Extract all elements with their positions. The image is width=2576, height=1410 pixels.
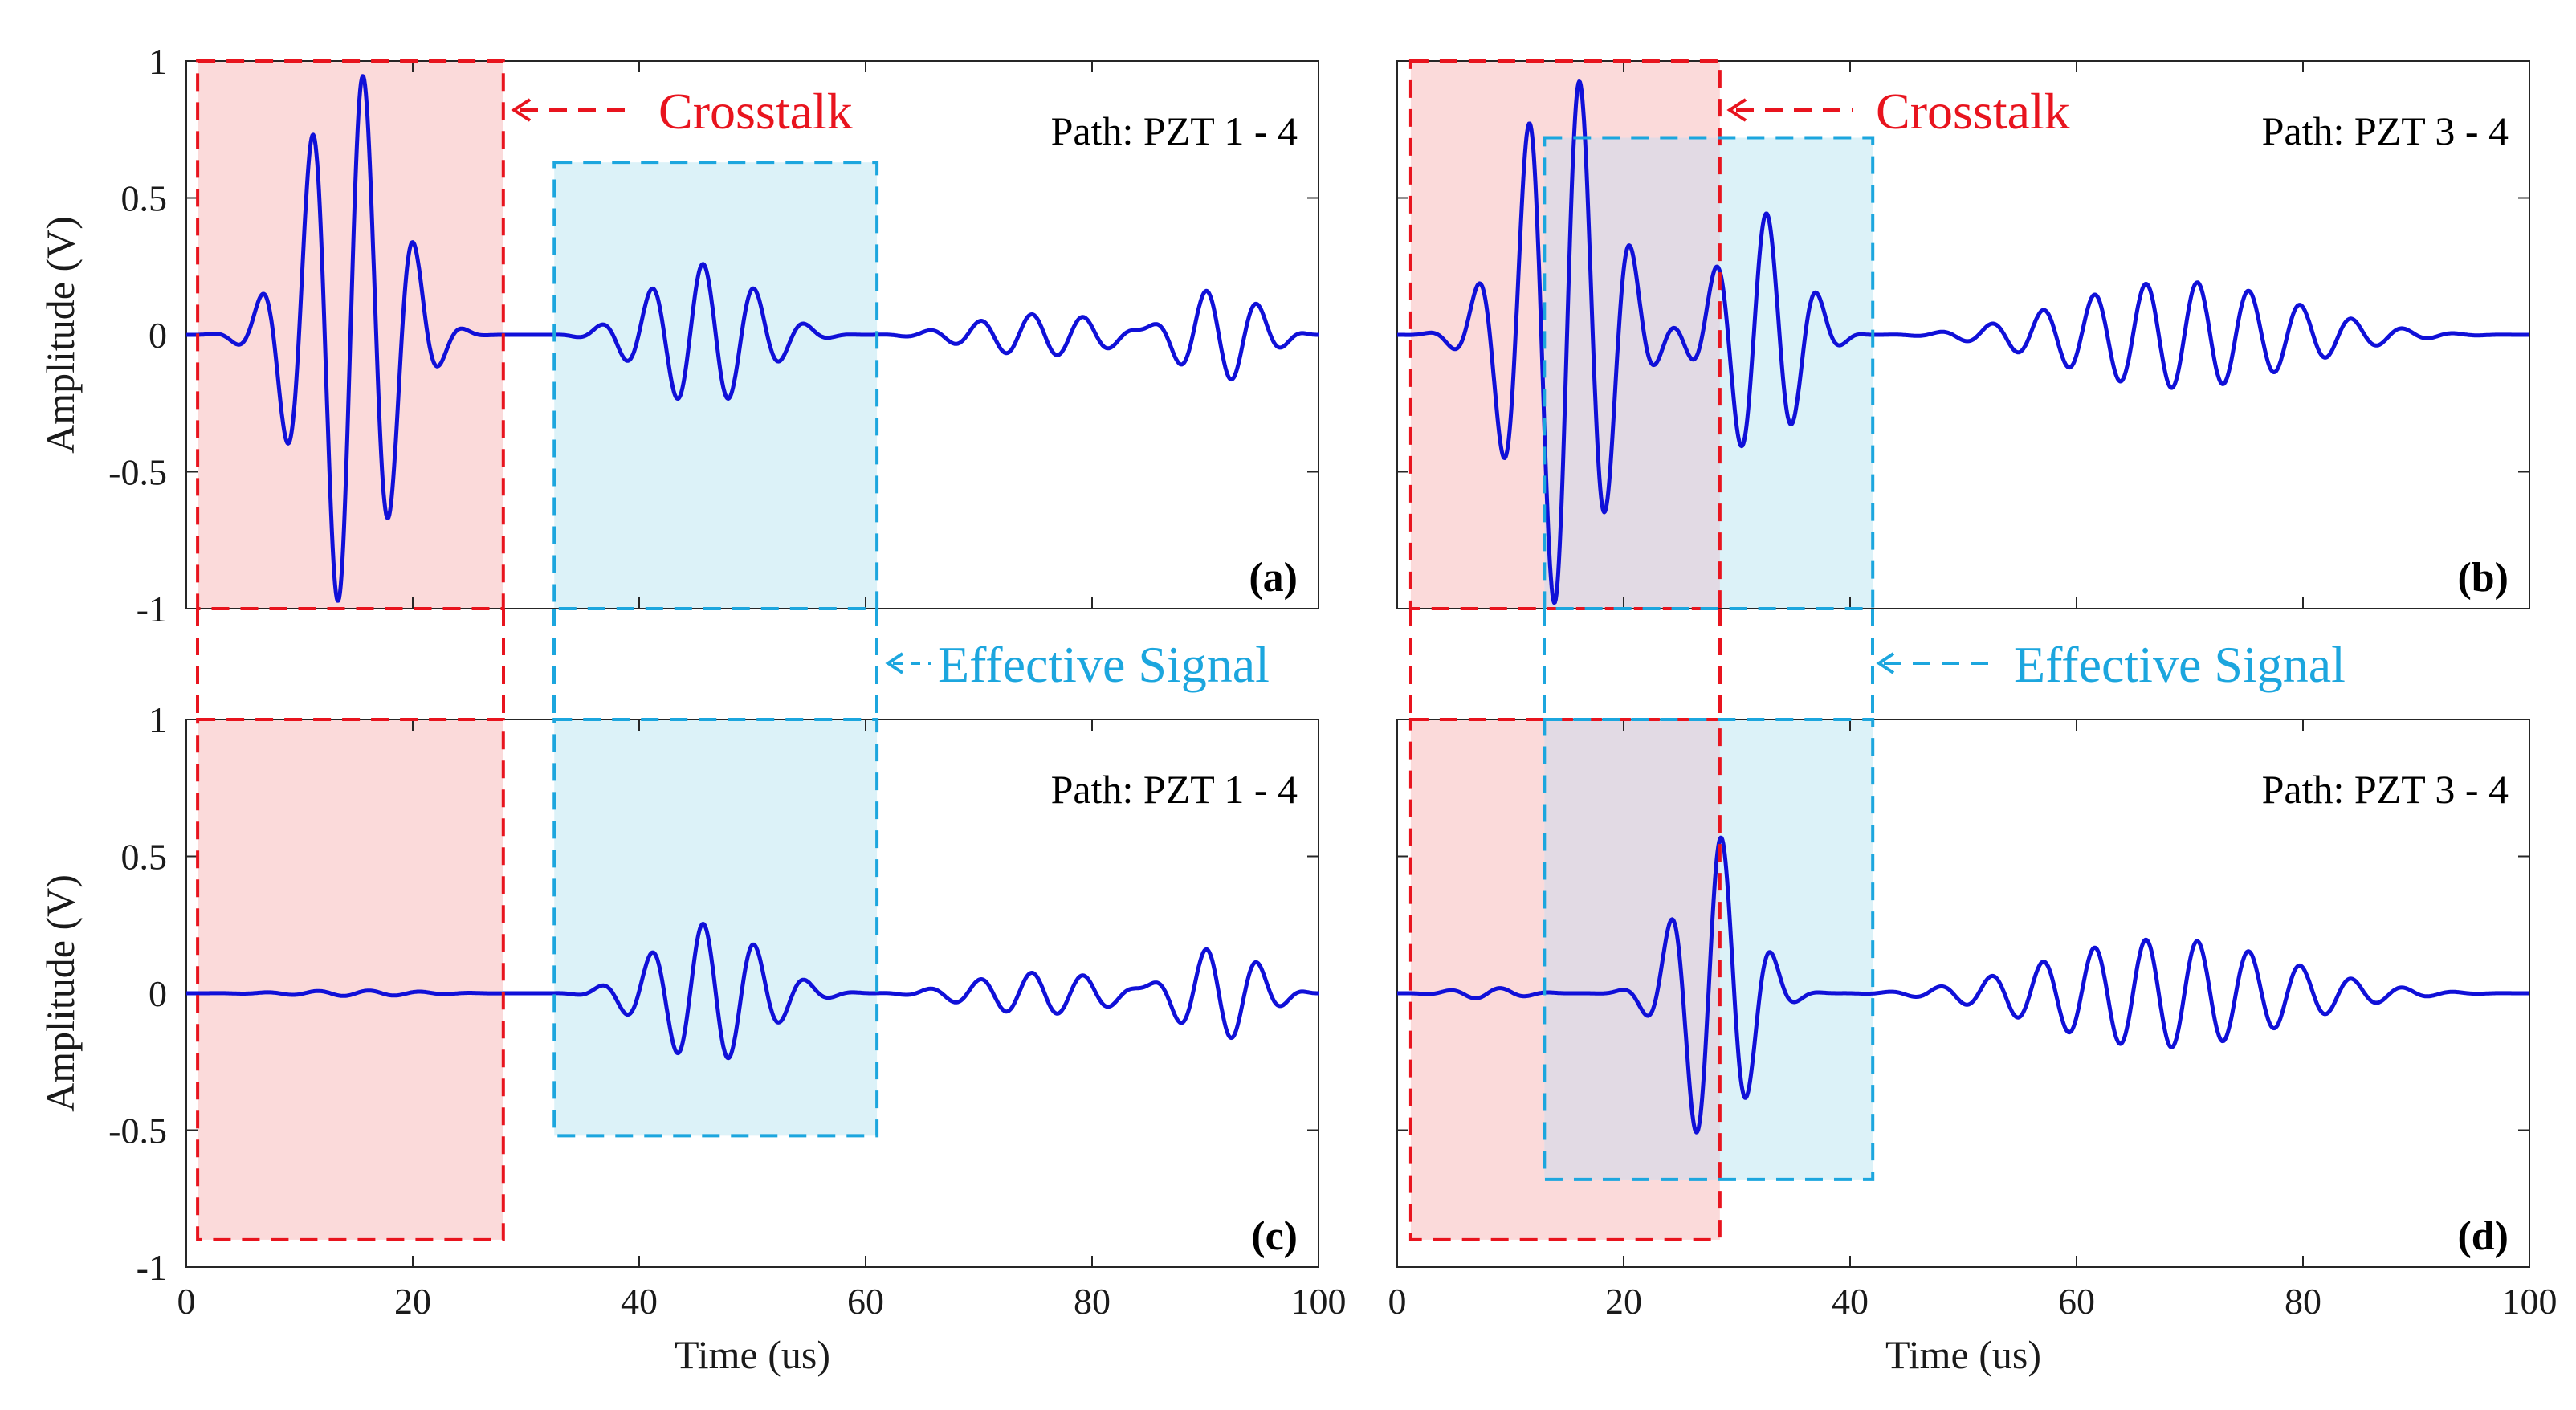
effective-label-right: Effective Signal: [2014, 636, 2346, 693]
path-label-d: Path: PZT 3 - 4: [2262, 767, 2509, 812]
box-connectors: [196, 609, 1874, 719]
xtick-label-c: 80: [1074, 1281, 1111, 1322]
xtick-label-c: 40: [621, 1281, 658, 1322]
crosstalk-label-left: Crosstalk: [658, 83, 853, 140]
effective-arrowhead-right: [1876, 652, 1895, 674]
effective-annotation-left: Effective Signal: [885, 636, 1270, 693]
panel-label-c: (c): [1251, 1213, 1298, 1259]
panel-a: -1 -0.5 0 0.5 1 Path: PZT 1 - 4 (a) Amplitude (…: [38, 41, 1320, 630]
panels-layer: -1 -0.5 0 0.5 1 Path: PZT 1 - 4 (a) Amplitude (…: [38, 41, 2558, 1377]
crosstalk-region-fill-c: [198, 719, 503, 1240]
ytick-label-c: -0.5: [108, 1110, 167, 1151]
ytick-label-c: 1: [149, 699, 167, 740]
xtick-label-d: 0: [1388, 1281, 1407, 1322]
crosstalk-arrowhead-left: [511, 98, 532, 122]
signal-line-a: [185, 74, 1320, 603]
effective-region-fill-c: [554, 719, 878, 1136]
ytick-label-a: 0: [149, 315, 167, 356]
xtick-label-d: 80: [2285, 1281, 2321, 1322]
path-label-a: Path: PZT 1 - 4: [1051, 108, 1298, 153]
effective-box-c: [552, 718, 879, 1138]
effective-label-left: Effective Signal: [938, 636, 1270, 693]
xtick-label-d: 100: [2502, 1281, 2558, 1322]
crosstalk-box-d: [1408, 718, 1722, 1241]
ytick-label-a: -0.5: [108, 452, 167, 493]
overlap-region-fill-b: [1544, 137, 1720, 609]
path-label-b: Path: PZT 3 - 4: [2262, 108, 2509, 153]
xtick-label-c: 20: [394, 1281, 431, 1322]
crosstalk-label-right: Crosstalk: [1876, 83, 2070, 140]
crosstalk-annotation-left: Crosstalk: [511, 83, 853, 140]
effective-annotation-right: Effective Signal: [1876, 636, 2346, 693]
signal-line-b: [1396, 79, 2531, 605]
signal-line-d: [1396, 835, 2531, 1135]
effective-box-a: [552, 161, 879, 611]
xtick-label-d: 60: [2058, 1281, 2095, 1322]
panel-b: Path: PZT 3 - 4 (b): [1396, 59, 2531, 611]
panel-label-d: (d): [2457, 1213, 2509, 1259]
ytick-label-c: -1: [137, 1247, 167, 1288]
path-label-c: Path: PZT 1 - 4: [1051, 767, 1298, 812]
xlabel-d: Time (us): [1885, 1332, 2041, 1377]
ylabel-c: Amplitude (V): [38, 874, 83, 1112]
panel-label-a: (a): [1249, 555, 1298, 601]
ytick-label-a: 0.5: [121, 178, 168, 219]
xtick-label-c: 60: [847, 1281, 884, 1322]
ytick-label-c: 0.5: [121, 837, 168, 878]
ytick-label-c: 0: [149, 973, 167, 1014]
panel-label-b: (b): [2457, 555, 2509, 601]
xlabel-c: Time (us): [675, 1332, 830, 1377]
ytick-label-a: -1: [137, 589, 167, 630]
effective-region-fill-a: [554, 162, 878, 609]
xtick-label-d: 40: [1832, 1281, 1869, 1322]
effective-box-d: [1543, 718, 1875, 1181]
xtick-label-c: 100: [1291, 1281, 1347, 1322]
annotation-layer: Crosstalk Crosstalk Effective Signal Eff…: [511, 83, 2346, 693]
ylabel-a: Amplitude (V): [38, 216, 83, 454]
crosstalk-box-c: [196, 718, 505, 1241]
crosstalk-annotation-right: Crosstalk: [1726, 83, 2070, 140]
ytick-label-a: 1: [149, 41, 167, 82]
effective-arrowhead-left: [885, 652, 904, 674]
panel-c: -1 -0.5 0 0.5 1 0 20 40 60 80 100 Path: PZT 1 - 4 (c…: [38, 699, 1347, 1377]
xtick-label-c: 0: [177, 1281, 196, 1322]
crosstalk-arrowhead-right: [1726, 98, 1747, 122]
xtick-label-d: 20: [1605, 1281, 1642, 1322]
crosstalk-box-b: [1408, 59, 1722, 610]
panel-d: 0 20 40 60 80 100 Path: PZT 3 - 4 (d) Time (us): [1388, 718, 2558, 1377]
effective-box-b: [1543, 136, 1875, 611]
signal-line-c: [185, 922, 1320, 1061]
crosstalk-box-a: [196, 59, 505, 610]
